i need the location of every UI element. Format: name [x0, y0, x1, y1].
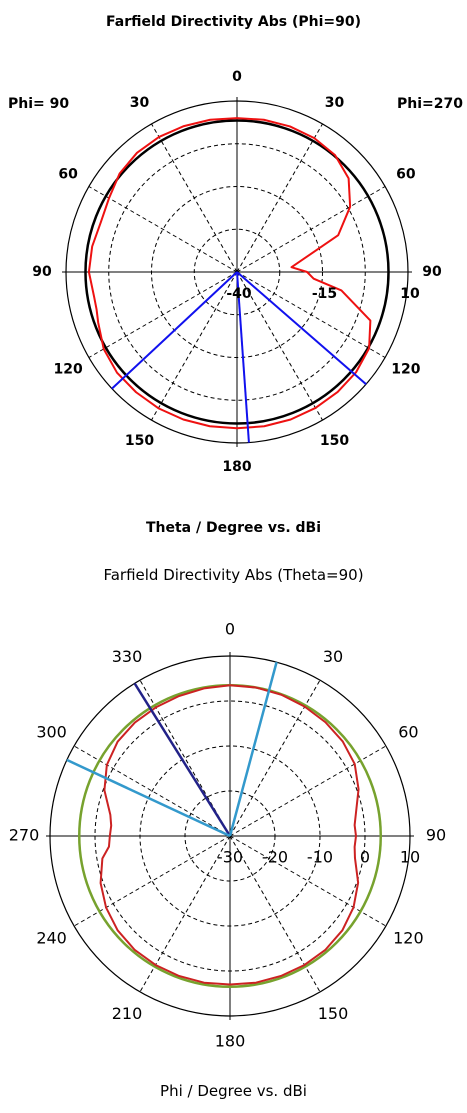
grid-spoke [236, 271, 323, 421]
reference-circle [84, 119, 390, 425]
angle-tick-label: 120 [391, 362, 420, 378]
marker-line [111, 271, 238, 390]
angle-tick-label: 90 [32, 264, 52, 280]
radial-tick-label: 10 [400, 848, 420, 867]
angle-tick-label: 60 [396, 167, 416, 183]
angle-tick-label: 90 [422, 264, 442, 280]
chart-1-phi-right-label: Phi=270 [397, 96, 463, 112]
directivity-pattern-line [99, 684, 360, 986]
directivity-pattern-line [87, 117, 372, 430]
outer-circle [49, 655, 411, 1017]
grid-spoke [151, 271, 238, 421]
angle-tick-label: 180 [222, 459, 251, 475]
angle-tick-label: 270 [9, 826, 40, 845]
angle-tick-label: 120 [393, 929, 424, 948]
marker-line [66, 758, 231, 838]
marker-line [236, 271, 367, 385]
grid-spoke [236, 123, 323, 273]
angle-tick-label: 30 [130, 95, 150, 111]
chart-2-xlabel: Phi / Degree vs. dBi [160, 1082, 307, 1100]
angle-tick-label: 60 [58, 167, 78, 183]
angle-tick-label: 120 [54, 362, 83, 378]
grid-spoke [73, 745, 231, 837]
marker-line [133, 682, 232, 837]
grid-spoke [236, 271, 386, 358]
radial-tick-label: -10 [307, 848, 333, 867]
angle-tick-label: 30 [323, 647, 343, 666]
angle-tick-label: 150 [318, 1004, 349, 1023]
radial-tick-label: -15 [312, 286, 337, 302]
outer-circle [65, 100, 409, 444]
angle-tick-label: 60 [398, 723, 418, 742]
chart-1-xlabel: Theta / Degree vs. dBi [145, 520, 322, 536]
radial-tick-label: -30 [217, 848, 243, 867]
grid-spoke [88, 186, 238, 273]
angle-tick-label: 30 [325, 95, 345, 111]
angle-tick-label: 90 [426, 826, 446, 845]
angle-tick-label: 240 [36, 929, 67, 948]
angle-tick-label: 330 [112, 647, 143, 666]
radial-tick-label: 0 [360, 848, 370, 867]
angle-tick-label: 150 [320, 433, 349, 449]
angle-tick-label: 0 [225, 620, 235, 639]
angle-tick-label: 0 [232, 69, 242, 85]
chart-2-title: Farfield Directivity Abs (Theta=90) [103, 566, 364, 584]
grid-spoke [236, 186, 386, 273]
radial-tick-label: -40 [226, 286, 252, 302]
radial-tick-label: 10 [400, 286, 420, 302]
chart-1-phi-left-label: Phi= 90 [8, 96, 70, 112]
grid-spoke [88, 271, 238, 358]
angle-tick-label: 180 [215, 1032, 246, 1051]
grid-spoke [229, 745, 387, 837]
angle-tick-label: 150 [125, 433, 154, 449]
chart-1-polar-plot: 0 30 60 90 120 150 180 150 120 90 60 30 -40 -15 10 [32, 69, 442, 475]
grid-spoke [73, 835, 231, 927]
marker-line [228, 661, 278, 837]
chart-1-title: Farfield Directivity Abs (Phi=90) [106, 14, 361, 30]
angle-tick-label: 210 [112, 1004, 143, 1023]
grid-spoke [151, 123, 238, 273]
radial-tick-label: -20 [262, 848, 288, 867]
marker-line [236, 271, 250, 443]
angle-tick-label: 300 [36, 723, 67, 742]
